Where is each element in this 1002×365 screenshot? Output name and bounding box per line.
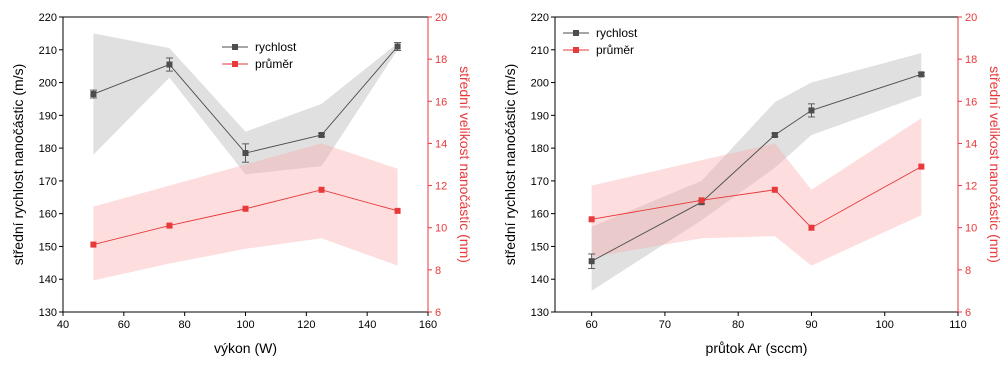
legend-marker — [232, 61, 238, 67]
speed-point — [90, 91, 97, 98]
chart-panel-1: 40 60 80 100 120 140 160 130 140 150 160 170 180 190 2… — [10, 12, 473, 356]
legend-marker — [573, 47, 579, 53]
y2-tick-label: 16 — [435, 96, 447, 108]
size-point — [588, 216, 595, 223]
y2-tick-label: 20 — [435, 12, 447, 24]
legend-marker — [573, 30, 579, 36]
y2-tick-label: 10 — [965, 223, 977, 235]
y-tick-label: 220 — [39, 12, 57, 24]
x-tick-label: 40 — [57, 319, 69, 331]
y-tick-label: 150 — [39, 241, 57, 253]
y2-tick-label: 12 — [435, 181, 447, 193]
x-tick-label: 60 — [118, 319, 130, 331]
y2-axis-label: střední velikost nanočástic (nm) — [457, 66, 473, 263]
legend: rychlost průměr — [222, 40, 297, 71]
x-tick-label: 80 — [179, 319, 191, 331]
y2-tick-label: 12 — [965, 181, 977, 193]
legend-marker — [232, 44, 238, 50]
y2-tick-label: 18 — [965, 54, 977, 66]
x-tick-label: 160 — [419, 319, 437, 331]
y-tick-label: 140 — [531, 274, 549, 286]
y-tick-label: 170 — [39, 176, 57, 188]
size-point — [166, 222, 173, 229]
size-band — [93, 143, 398, 281]
size-point — [318, 186, 325, 193]
x-tick-label: 60 — [586, 319, 598, 331]
y-tick-label: 210 — [39, 45, 57, 57]
speed-point — [166, 61, 173, 68]
y2-tick-label: 14 — [435, 138, 447, 150]
size-point — [242, 205, 249, 212]
legend-label: průměr — [255, 57, 293, 71]
x-tick-label: 110 — [949, 319, 967, 331]
x-axis-label: výkon (W) — [214, 340, 277, 356]
y2-tick-label: 16 — [965, 96, 977, 108]
speed-point — [808, 107, 815, 114]
y2-tick-label: 8 — [435, 265, 441, 277]
y-tick-label: 180 — [531, 143, 549, 155]
speed-point — [318, 132, 325, 138]
x-axis-label: průtok Ar (sccm) — [706, 340, 808, 356]
y2-tick-label: 18 — [435, 54, 447, 66]
y-tick-label: 200 — [39, 78, 57, 90]
y-tick-label: 220 — [531, 12, 549, 24]
size-band — [591, 118, 922, 266]
y2-tick-label: 8 — [965, 265, 971, 277]
x-tick-label: 140 — [358, 319, 376, 331]
y2-tick-label: 20 — [965, 12, 977, 24]
y-tick-label: 210 — [531, 45, 549, 57]
x-tick-label: 120 — [297, 319, 315, 331]
y2-tick-label: 6 — [965, 307, 971, 319]
speed-point — [394, 43, 401, 50]
y-tick-label: 180 — [39, 143, 57, 155]
y-axis-label: střední rychlost nanočástic (m/s) — [502, 64, 518, 266]
y-tick-label: 200 — [531, 78, 549, 90]
speed-point — [771, 132, 778, 138]
x-tick-label: 70 — [659, 319, 671, 331]
x-tick-label: 100 — [236, 319, 254, 331]
legend-label: průměr — [596, 43, 634, 57]
size-point — [918, 163, 925, 170]
y-tick-label: 150 — [531, 241, 549, 253]
y2-tick-label: 6 — [435, 307, 441, 319]
size-point — [394, 207, 401, 214]
y-tick-label: 190 — [531, 110, 549, 122]
y2-tick-label: 14 — [965, 138, 977, 150]
y-tick-label: 160 — [39, 209, 57, 221]
chart-panel-2: 60 70 80 90 100 110 130 140 150 160 170 180 190 200 21… — [502, 12, 1002, 356]
size-point — [90, 241, 97, 248]
speed-point — [588, 258, 595, 265]
y2-tick-label: 10 — [435, 223, 447, 235]
legend: rychlost průměr — [563, 26, 638, 57]
x-tick-label: 90 — [805, 319, 817, 331]
legend-label: rychlost — [255, 40, 297, 54]
y-tick-label: 140 — [39, 274, 57, 286]
x-tick-label: 80 — [732, 319, 744, 331]
y-axis-label: střední rychlost nanočástic (m/s) — [10, 64, 26, 266]
legend-label: rychlost — [596, 26, 638, 40]
y2-axis-label: střední velikost nanočástic (nm) — [987, 66, 1002, 263]
y-tick-label: 190 — [39, 110, 57, 122]
y-tick-label: 130 — [531, 307, 549, 319]
size-point — [771, 186, 778, 193]
y-tick-label: 160 — [531, 209, 549, 221]
size-point — [808, 224, 815, 231]
y-tick-label: 130 — [39, 307, 57, 319]
speed-point — [918, 71, 925, 78]
y-tick-label: 170 — [531, 176, 549, 188]
size-point — [698, 197, 705, 204]
x-tick-label: 100 — [876, 319, 894, 331]
speed-point — [242, 150, 249, 157]
speed-band — [591, 53, 922, 291]
